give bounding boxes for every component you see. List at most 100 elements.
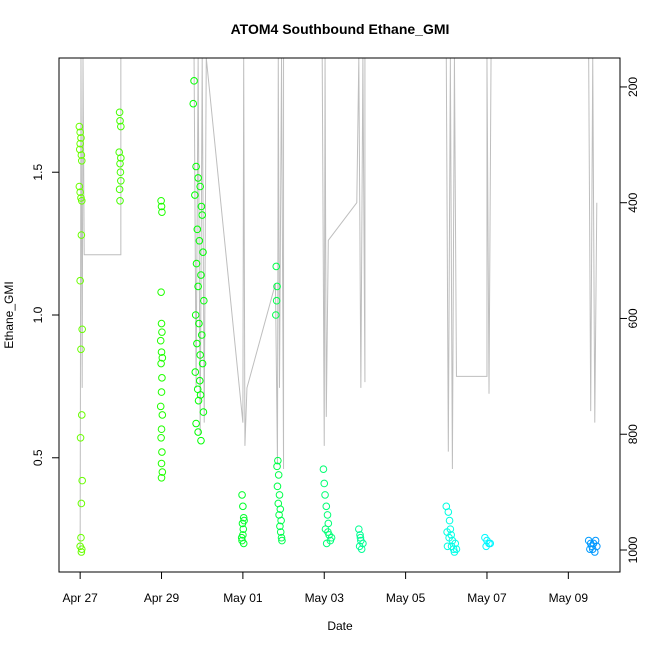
data-point xyxy=(77,533,85,542)
data-point xyxy=(198,359,207,368)
data-point xyxy=(77,411,86,419)
data-point xyxy=(193,225,202,234)
data-point xyxy=(195,319,203,328)
data-point xyxy=(189,99,198,108)
y-tick-label: 1.5 xyxy=(31,164,45,181)
data-point xyxy=(158,411,167,419)
x-tick-label: Apr 29 xyxy=(144,591,180,605)
data-point xyxy=(158,468,167,476)
data-point xyxy=(237,533,246,542)
data-point xyxy=(156,402,165,411)
data-point xyxy=(194,282,202,291)
data-point xyxy=(157,196,165,205)
data-point xyxy=(320,479,329,488)
y2-tick-label: 600 xyxy=(626,308,640,328)
line-layer xyxy=(79,58,598,551)
data-point xyxy=(239,513,248,522)
x-tick-label: May 07 xyxy=(467,591,507,605)
data-point xyxy=(199,248,207,256)
data-point xyxy=(192,419,200,428)
data-point xyxy=(77,545,86,553)
data-point xyxy=(324,528,332,536)
data-point xyxy=(197,202,206,211)
data-point xyxy=(327,533,336,542)
y2-tick-label: 200 xyxy=(626,77,640,97)
data-point xyxy=(157,433,165,442)
data-point xyxy=(191,311,200,319)
data-point xyxy=(158,208,166,216)
data-point xyxy=(322,502,331,511)
chart-title: ATOM4 Southbound Ethane_GMI xyxy=(231,21,450,37)
x-tick-label: Apr 27 xyxy=(62,591,98,605)
data-point xyxy=(78,325,86,334)
data-point xyxy=(117,176,125,185)
data-point xyxy=(272,296,281,305)
y2-tick-label: 400 xyxy=(626,192,640,212)
data-point xyxy=(197,331,206,339)
data-point xyxy=(239,502,247,511)
data-point xyxy=(195,376,204,385)
data-point xyxy=(238,491,246,499)
data-point xyxy=(278,536,286,545)
data-point xyxy=(158,328,166,336)
data-point xyxy=(193,339,201,348)
y-axis-label: Ethane_GMI xyxy=(2,281,16,348)
data-point xyxy=(452,545,461,553)
data-point xyxy=(157,425,166,434)
data-point xyxy=(117,154,125,162)
y-tick-label: 0.5 xyxy=(31,449,45,466)
data-point xyxy=(239,525,248,533)
data-point xyxy=(197,436,205,445)
data-point xyxy=(77,345,85,354)
data-point xyxy=(194,174,202,182)
data-point xyxy=(273,482,282,491)
data-point xyxy=(195,236,204,245)
data-point xyxy=(77,151,86,159)
data-point xyxy=(116,159,124,168)
data-point xyxy=(78,476,86,485)
data-point xyxy=(157,359,165,368)
y-tick-label: 1.0 xyxy=(31,306,45,323)
x-tick-label: May 09 xyxy=(549,591,589,605)
data-point xyxy=(196,351,204,359)
data-point xyxy=(196,182,204,191)
x-tick-label: May 05 xyxy=(386,591,426,605)
data-point xyxy=(192,259,201,268)
data-point xyxy=(157,473,166,482)
data-point xyxy=(157,288,165,296)
data-point xyxy=(157,319,166,328)
data-point xyxy=(276,522,284,531)
data-point xyxy=(444,508,453,516)
data-point xyxy=(445,516,454,525)
point-layer xyxy=(75,77,601,556)
data-point xyxy=(115,108,124,117)
data-point xyxy=(356,533,365,542)
y2-tick-label: 1000 xyxy=(626,536,640,563)
data-point xyxy=(357,545,366,553)
data-point xyxy=(240,516,248,525)
data-point xyxy=(443,528,451,536)
data-point xyxy=(77,499,86,508)
data-point xyxy=(158,448,166,456)
data-point xyxy=(116,117,124,125)
data-point xyxy=(156,336,165,345)
data-point xyxy=(323,511,332,519)
data-point xyxy=(277,533,286,542)
data-point xyxy=(273,462,281,471)
x-tick-label: May 01 xyxy=(223,591,263,605)
data-point xyxy=(76,128,84,137)
data-point xyxy=(191,368,200,376)
data-point xyxy=(191,191,199,199)
data-point xyxy=(272,262,281,271)
data-point xyxy=(115,148,124,157)
data-point xyxy=(75,145,84,154)
x-axis-label: Date xyxy=(327,619,353,633)
x-tick-label: May 03 xyxy=(305,591,345,605)
data-point xyxy=(115,185,124,194)
data-point xyxy=(75,122,84,131)
data-point xyxy=(277,516,285,525)
data-point xyxy=(322,539,331,548)
pressure-line xyxy=(79,58,598,551)
data-point xyxy=(199,408,208,416)
